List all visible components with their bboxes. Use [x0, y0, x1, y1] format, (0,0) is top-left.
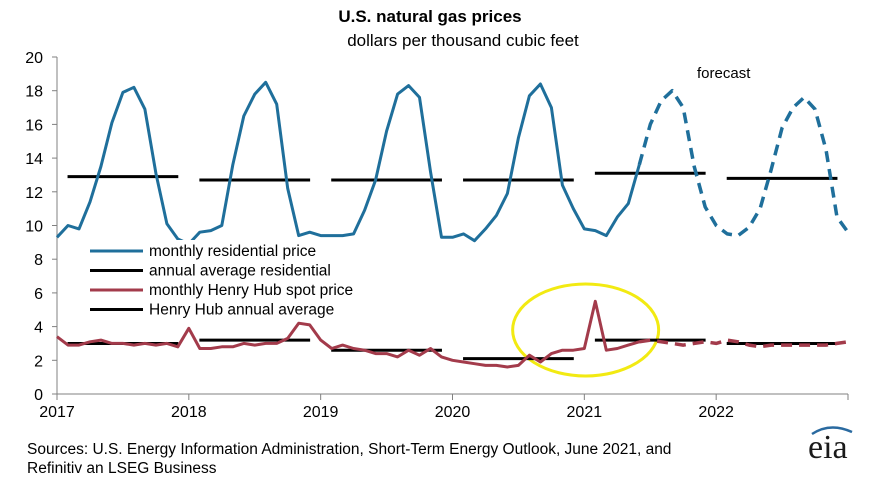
y-tick-label: 2	[34, 353, 43, 370]
x-tick-label: 2021	[567, 404, 603, 421]
henry-history-line	[56, 299, 640, 369]
y-tick-label: 20	[25, 50, 43, 67]
y-tick-label: 10	[25, 219, 43, 236]
series-layer	[55, 80, 850, 369]
y-axis: 0 2 4 6 8 10 12 14 16 18 20	[25, 50, 58, 404]
y-tick-label: 14	[25, 151, 43, 168]
x-tick-label: 2019	[303, 404, 339, 421]
y-tick-label: 6	[34, 286, 43, 303]
legend-background	[82, 240, 382, 318]
legend-label: monthly Henry Hub spot price	[149, 282, 353, 299]
chart-title: U.S. natural gas prices	[338, 7, 521, 26]
eia-logo: eia	[808, 426, 853, 466]
y-tick-label: 8	[34, 252, 43, 269]
eia-logo-text: eia	[808, 429, 848, 466]
price-chart: U.S. natural gas prices dollars per thou…	[25, 7, 850, 421]
y-tick-label: 12	[25, 185, 43, 202]
highlight-layer	[511, 282, 661, 378]
legend: monthly residential price annual average …	[82, 240, 382, 319]
residential-history-line	[55, 80, 641, 246]
y-tick-label: 4	[34, 320, 43, 337]
chart-subtitle: dollars per thousand cubic feet	[347, 31, 579, 50]
logo-swoosh	[811, 426, 853, 436]
y-tick-label: 16	[25, 117, 43, 134]
x-tick-label: 2020	[435, 404, 471, 421]
x-tick-label: 2018	[171, 404, 207, 421]
highlight-circle	[511, 282, 661, 378]
source-line-1: Sources: U.S. Energy Information Adminis…	[27, 441, 672, 458]
source-note: Sources: U.S. Energy Information Adminis…	[27, 440, 787, 478]
residential-forecast-line	[637, 88, 850, 238]
x-axis: 2017 2018 2019 2020 2021 2022	[39, 393, 849, 421]
legend-label: annual average residential	[149, 263, 331, 280]
y-tick-label: 0	[34, 387, 43, 404]
forecast-label: forecast	[697, 65, 751, 82]
y-tick-label: 18	[25, 84, 43, 101]
legend-label: Henry Hub annual average	[149, 302, 334, 319]
x-tick-label: 2017	[39, 404, 75, 421]
x-tick-label: 2022	[698, 404, 734, 421]
source-line-2: Refinitiv an LSEG Business	[27, 460, 217, 477]
legend-label: monthly residential price	[149, 243, 316, 260]
